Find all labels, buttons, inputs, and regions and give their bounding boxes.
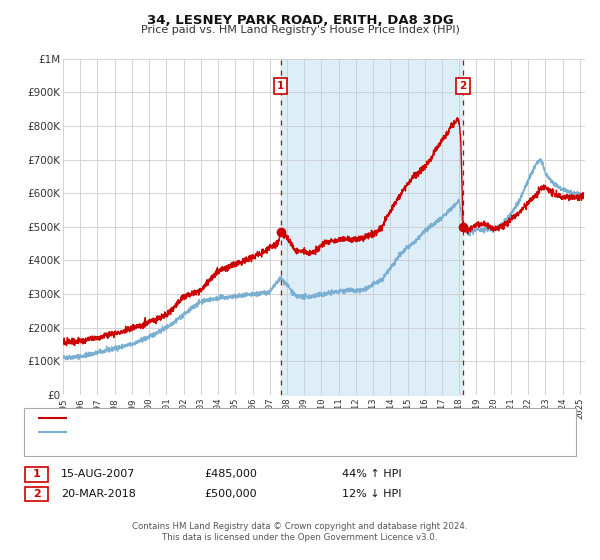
Text: £485,000: £485,000 [204,469,257,479]
Text: 20-MAR-2018: 20-MAR-2018 [61,489,136,499]
Text: 44% ↑ HPI: 44% ↑ HPI [342,469,401,479]
Text: 34, LESNEY PARK ROAD, ERITH, DA8 3DG (detached house): 34, LESNEY PARK ROAD, ERITH, DA8 3DG (de… [71,413,380,423]
Text: Price paid vs. HM Land Registry's House Price Index (HPI): Price paid vs. HM Land Registry's House … [140,25,460,35]
Text: Contains HM Land Registry data © Crown copyright and database right 2024.: Contains HM Land Registry data © Crown c… [132,522,468,531]
Text: This data is licensed under the Open Government Licence v3.0.: This data is licensed under the Open Gov… [163,533,437,542]
Text: 1: 1 [33,469,40,479]
Text: 34, LESNEY PARK ROAD, ERITH, DA8 3DG: 34, LESNEY PARK ROAD, ERITH, DA8 3DG [146,14,454,27]
Text: HPI: Average price, detached house, Bexley: HPI: Average price, detached house, Bexl… [71,427,299,437]
Text: 15-AUG-2007: 15-AUG-2007 [61,469,136,479]
Text: 2: 2 [460,81,467,91]
Text: £500,000: £500,000 [204,489,257,499]
Text: 2: 2 [33,489,40,499]
Text: 12% ↓ HPI: 12% ↓ HPI [342,489,401,499]
Text: 1: 1 [277,81,284,91]
